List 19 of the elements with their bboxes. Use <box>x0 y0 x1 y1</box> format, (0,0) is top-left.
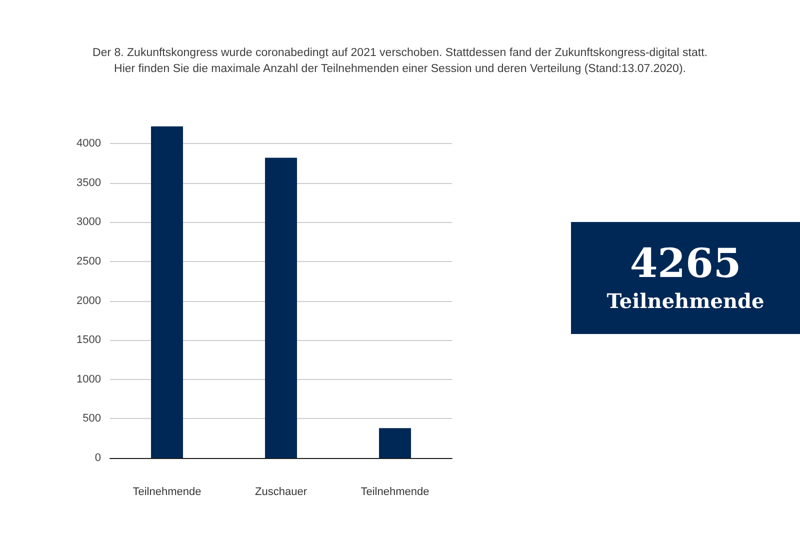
chart-title: Der 8. Zukunftskongress wurde coronabedingt auf 2021 verschoben. Stattdessen fand der Zukunftskongress-digital statt. <box>92 47 708 59</box>
text: 4265 <box>630 240 742 287</box>
x-tick-label: Zuschauer <box>255 486 308 498</box>
y-tick-label: 3500 <box>76 176 101 189</box>
y-tick-label: 2500 <box>76 256 101 268</box>
bar <box>379 428 411 458</box>
x-tick-label: Teilnehmende <box>360 486 430 498</box>
y-tick-label: 1500 <box>76 334 101 346</box>
x-tick-label: Teilnehmende <box>132 486 202 498</box>
y-tick-label: 2000 <box>76 294 101 307</box>
text: Teilnehmende <box>606 288 764 315</box>
y-tick-label: 1000 <box>76 373 101 386</box>
chart-subtitle: Hier finden Sie die maximale Anzahl der Teilnehmenden einer Session und deren Verteilung (Stand:13.07.2020). <box>114 63 686 75</box>
y-tick-label: 500 <box>82 412 101 425</box>
y-tick-label: 3000 <box>76 216 101 228</box>
y-tick-label: 0 <box>94 452 101 464</box>
bar <box>265 158 297 458</box>
bar <box>151 126 183 458</box>
y-tick-label: 4000 <box>76 138 101 150</box>
